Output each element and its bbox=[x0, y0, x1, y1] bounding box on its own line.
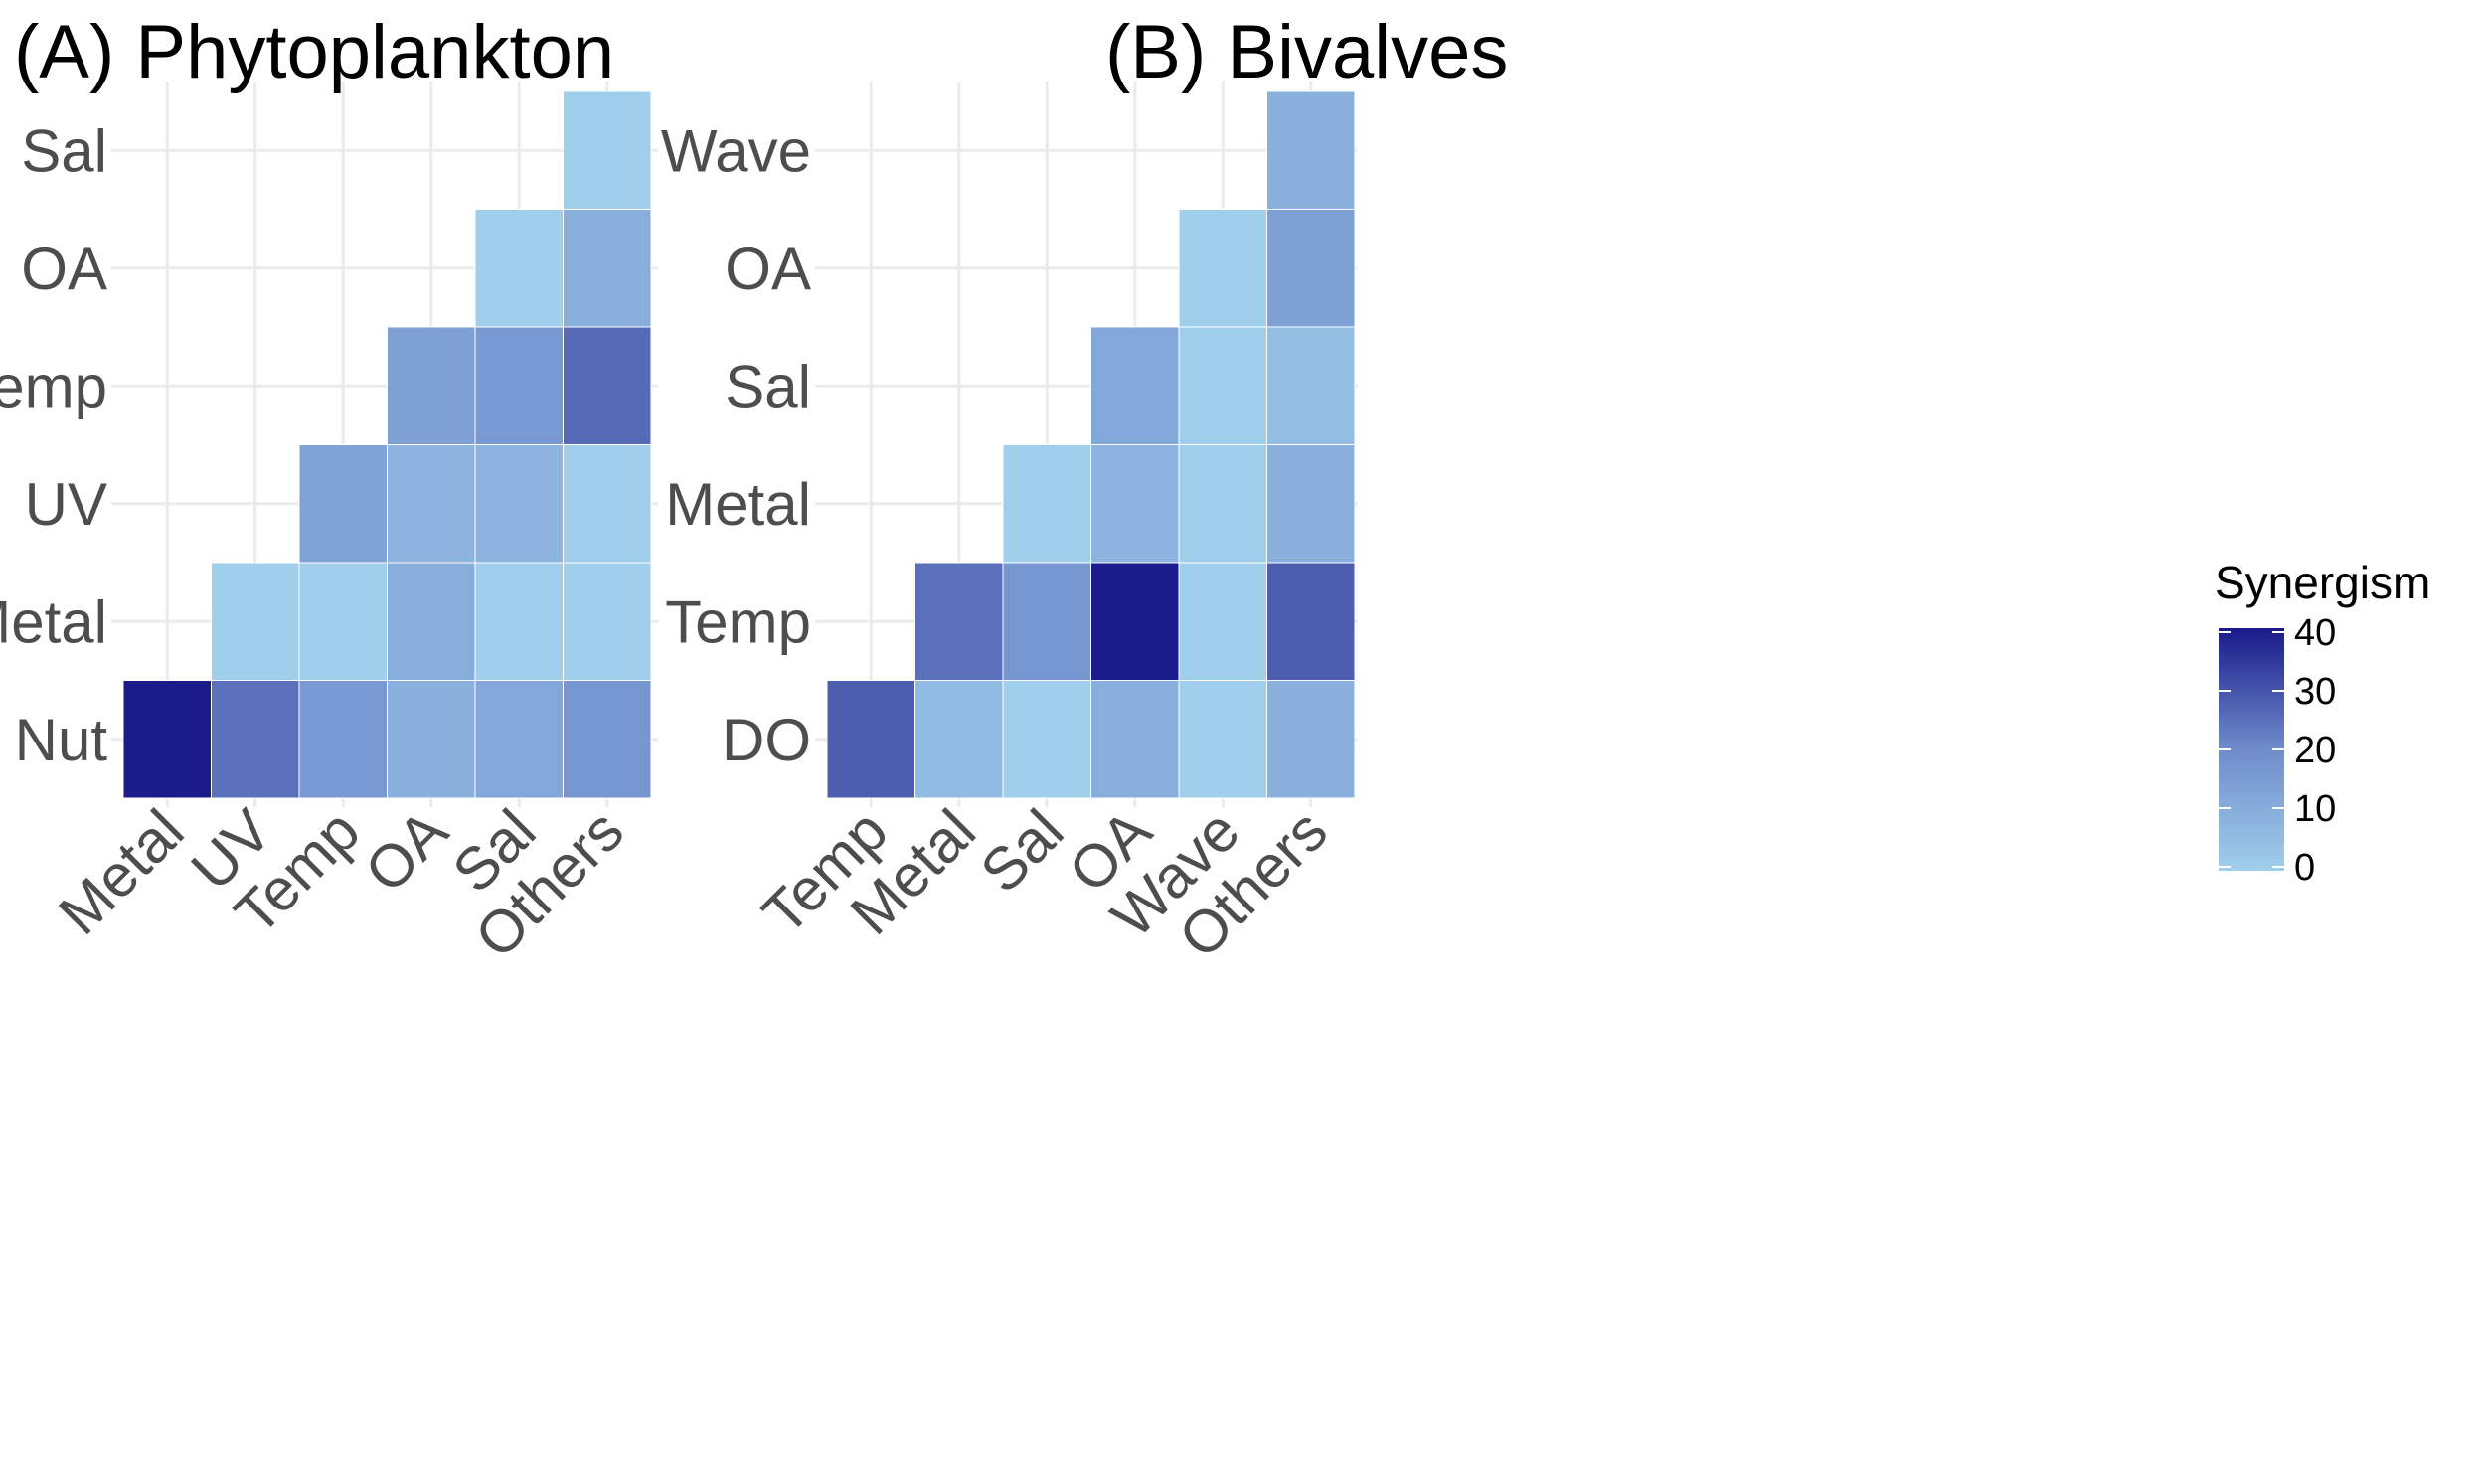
heatmap-cell-temp-sal bbox=[474, 326, 564, 445]
heatmap-cell-metal-sal bbox=[1002, 444, 1091, 564]
heatmap-cell-metal-oa bbox=[1090, 444, 1180, 564]
heatmap-cell-temp-oa bbox=[387, 326, 476, 445]
heatmap-cell-oa-others bbox=[1266, 209, 1356, 328]
y-tick-label: DO bbox=[722, 707, 811, 773]
y-tick-label: Metal bbox=[665, 471, 811, 538]
x-tick-label: Metal bbox=[46, 797, 196, 947]
heatmap-cell-sal-wave bbox=[1178, 326, 1267, 445]
heatmap-cell-sal-others bbox=[1266, 326, 1356, 445]
heatmap-cell-do-metal bbox=[914, 680, 1004, 799]
panel-a-cells bbox=[122, 90, 652, 799]
heatmap-cell-oa-wave bbox=[1178, 209, 1267, 328]
heatmap-cell-do-others bbox=[1266, 680, 1356, 799]
heatmap-cell-metal-others bbox=[1266, 444, 1356, 564]
y-tick-label: Temp bbox=[665, 588, 811, 655]
heatmap-cell-do-wave bbox=[1178, 680, 1267, 799]
heatmap-cell-nut-metal bbox=[122, 680, 212, 799]
legend-tick-label: 10 bbox=[2294, 788, 2336, 830]
legend-tick-label: 0 bbox=[2294, 847, 2315, 889]
heatmap-cell-temp-others bbox=[1266, 562, 1356, 681]
heatmap-cell-uv-oa bbox=[387, 444, 476, 564]
panel-a-y-tick-labels: Nut Metal UV Temp OA Sal bbox=[0, 117, 107, 773]
heatmap-cell-temp-sal bbox=[1002, 562, 1091, 681]
y-tick-label: Nut bbox=[15, 707, 108, 773]
heatmap-cell-nut-temp bbox=[298, 680, 388, 799]
legend-tick-label: 30 bbox=[2294, 671, 2336, 713]
heatmap-cell-metal-wave bbox=[1178, 444, 1267, 564]
heatmap-cell-uv-temp bbox=[298, 444, 388, 564]
legend-tick-labels: 40 30 20 10 0 bbox=[2219, 612, 2336, 889]
y-tick-label: Wave bbox=[661, 117, 811, 184]
heatmap-cell-uv-sal bbox=[474, 444, 564, 564]
heatmap-cell-do-temp bbox=[826, 680, 915, 799]
heatmap-cell-sal-oa bbox=[1090, 326, 1180, 445]
heatmap-cell-temp-metal bbox=[914, 562, 1004, 681]
y-tick-label: Temp bbox=[0, 353, 107, 419]
heatmap-cell-uv-others bbox=[563, 444, 652, 564]
y-tick-label: UV bbox=[25, 471, 107, 538]
heatmap-cell-nut-oa bbox=[387, 680, 476, 799]
heatmap-cell-nut-uv bbox=[211, 680, 300, 799]
y-tick-label: Sal bbox=[725, 353, 811, 419]
panel-bivalves: (B) Bivalves DO Temp Metal Sal OA Wave TempMe… bbox=[661, 10, 1509, 971]
panel-b-y-tick-labels: DO Temp Metal Sal OA Wave bbox=[661, 117, 811, 773]
y-tick-label: Metal bbox=[0, 588, 107, 655]
legend-tick-label: 20 bbox=[2294, 730, 2336, 771]
y-tick-label: OA bbox=[725, 236, 811, 302]
y-tick-label: OA bbox=[21, 236, 107, 302]
heatmap-cell-nut-sal bbox=[474, 680, 564, 799]
heatmap-cell-temp-wave bbox=[1178, 562, 1267, 681]
heatmap-cell-wave-others bbox=[1266, 90, 1356, 210]
heatmap-cell-metal-uv bbox=[211, 562, 300, 681]
panel-b-title: (B) Bivalves bbox=[1105, 10, 1508, 94]
heatmap-cell-temp-others bbox=[563, 326, 652, 445]
heatmap-cell-oa-others bbox=[563, 209, 652, 328]
x-tick-label: OA bbox=[352, 797, 460, 906]
y-tick-label: Sal bbox=[21, 117, 107, 184]
heatmap-cell-nut-others bbox=[563, 680, 652, 799]
heatmap-cell-temp-oa bbox=[1090, 562, 1180, 681]
panel-a-title: (A) Phytoplankton bbox=[14, 10, 614, 94]
heatmap-cell-metal-sal bbox=[474, 562, 564, 681]
legend-tick-label: 40 bbox=[2294, 612, 2336, 654]
heatmap-cell-metal-others bbox=[563, 562, 652, 681]
heatmap-cell-do-oa bbox=[1090, 680, 1180, 799]
color-legend: Synergism 40 30 20 10 0 bbox=[2215, 557, 2430, 889]
x-tick-label: Sal bbox=[968, 797, 1077, 906]
heatmap-cell-oa-sal bbox=[474, 209, 564, 328]
panel-b-cells bbox=[826, 90, 1356, 799]
legend-title: Synergism bbox=[2215, 557, 2430, 608]
panel-phytoplankton: (A) Phytoplankton Nut Metal UV Temp OA Sal Me… bbox=[0, 10, 658, 971]
heatmap-cell-do-sal bbox=[1002, 680, 1091, 799]
heatmap-cell-metal-temp bbox=[298, 562, 388, 681]
heatmap-cell-metal-oa bbox=[387, 562, 476, 681]
heatmap-cell-sal-others bbox=[563, 90, 652, 210]
